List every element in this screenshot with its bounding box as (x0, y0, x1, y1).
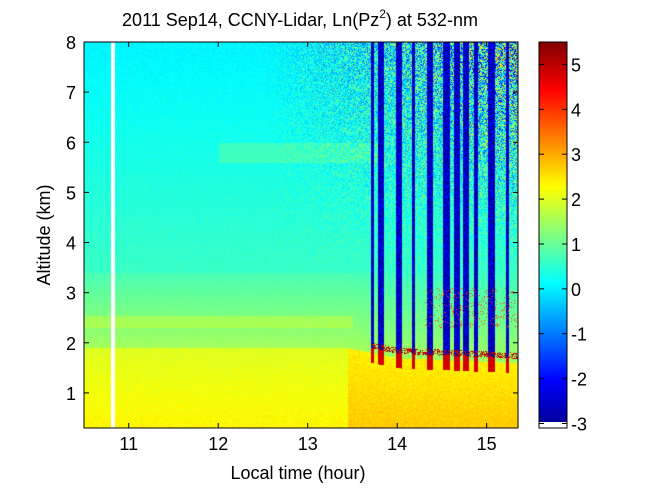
y-tick-label: 3 (66, 284, 76, 304)
chart-title: 2011 Sep14, CCNY-Lidar, Ln(Pz2) at 532-n… (122, 7, 478, 30)
colorbar-tick-label: 3 (571, 145, 581, 165)
y-tick-label: 6 (66, 133, 76, 153)
x-tick-label: 13 (298, 434, 318, 454)
x-axis: 11 12 13 14 15 (119, 42, 497, 454)
y-tick-label: 7 (66, 83, 76, 103)
y-tick-label: 2 (66, 334, 76, 354)
x-tick-label: 12 (208, 434, 228, 454)
y-tick-label: 5 (66, 183, 76, 203)
title-superscript: 2 (379, 7, 386, 21)
colorbar-bottom-white (539, 422, 567, 428)
colorbar-tick-label: 5 (571, 55, 581, 75)
colorbar-tick-label: 4 (571, 100, 581, 120)
colorbar-tick-label: 2 (571, 190, 581, 210)
colorbar-tick-label: 1 (571, 235, 581, 255)
colorbar-tick-label: 0 (571, 280, 581, 300)
x-tick-label: 15 (477, 434, 497, 454)
colorbar-tick-label: -2 (571, 370, 587, 390)
colorbar-tick-label: -1 (571, 325, 587, 345)
colorbar-tick-label: -3 (571, 415, 587, 435)
y-tick-label: 8 (66, 33, 76, 53)
y-tick-label: 4 (66, 234, 76, 254)
colorbar: -3 -2 -1 0 1 2 3 4 5 (538, 41, 587, 435)
plot-frame (83, 41, 519, 429)
y-axis: 1 2 3 4 5 6 7 8 (66, 33, 518, 404)
y-axis-label: Altitude (km) (34, 184, 54, 285)
colorbar-frame (538, 41, 568, 429)
heatmap-canvas (84, 42, 518, 428)
y-tick-label: 1 (66, 384, 76, 404)
x-tick-label: 11 (119, 434, 138, 454)
x-tick-label: 14 (387, 434, 407, 454)
x-axis-label: Local time (hour) (230, 463, 365, 483)
heatmap-image (84, 42, 518, 428)
colorbar-gradient (539, 42, 567, 428)
colorbar-ticks: -3 -2 -1 0 1 2 3 4 5 (539, 55, 587, 435)
